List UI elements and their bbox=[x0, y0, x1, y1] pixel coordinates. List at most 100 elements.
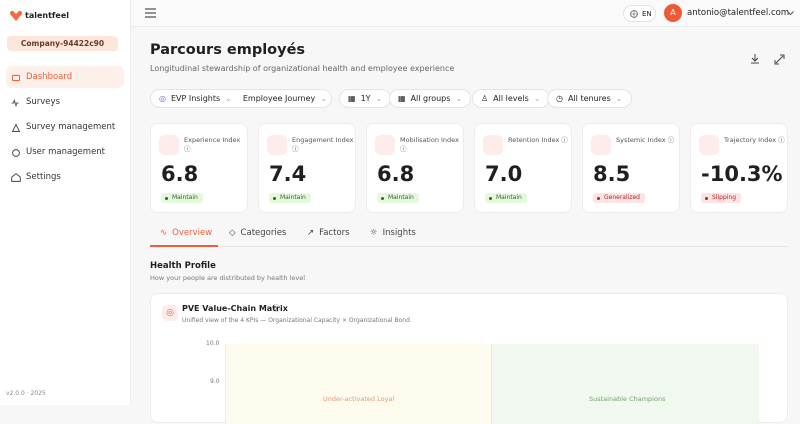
tab-label: Factors bbox=[319, 228, 350, 238]
tab-icon: ↗ bbox=[307, 228, 315, 238]
level-filter[interactable]: ♙ All levels ⌄ bbox=[472, 89, 550, 108]
tab-icon: ☼ bbox=[370, 228, 378, 238]
nav-label: User management bbox=[26, 147, 106, 157]
kpi-status: Maintain bbox=[269, 193, 311, 203]
kpi-value: 6.8 bbox=[377, 162, 415, 186]
info-icon[interactable]: ⓘ bbox=[778, 136, 785, 144]
kpi-label: Systemic Index ⓘ bbox=[616, 136, 675, 144]
nav-label: Surveys bbox=[26, 97, 60, 107]
kpi-value: 8.5 bbox=[593, 162, 631, 186]
tab[interactable]: ◇ Categories bbox=[229, 228, 286, 238]
quadrant-label: Under-activated Loyal bbox=[323, 395, 395, 403]
kpi-card[interactable]: Trajectory Index ⓘ -10.3% Slipping bbox=[690, 123, 788, 213]
kpi-icon bbox=[267, 135, 287, 155]
info-icon[interactable]: ⓘ bbox=[292, 145, 299, 153]
quadrant-left bbox=[225, 344, 492, 424]
user-email[interactable]: antonio@talentfeel.com bbox=[687, 8, 790, 18]
kpi-icon bbox=[699, 135, 719, 155]
section-title: Health Profile bbox=[150, 261, 216, 271]
tab-icon: ∿ bbox=[160, 228, 168, 238]
tenure-filter[interactable]: ◷ All tenures ⌄ bbox=[547, 89, 632, 108]
avatar[interactable]: A bbox=[664, 4, 682, 22]
kpi-label: Engagement Index ⓘ bbox=[292, 136, 354, 153]
kpi-label: Retention Index ⓘ bbox=[508, 136, 568, 144]
kpi-card[interactable]: Mobilisation Index ⓘ 6.8 Maintain bbox=[366, 123, 464, 213]
quadrant-label: Sustainable Champions bbox=[589, 395, 666, 403]
view-selector[interactable]: ◎ EVP Insights ⌄ Employee Journey ⌄ bbox=[150, 89, 332, 108]
kpi-status: Maintain bbox=[161, 193, 203, 203]
nav-icon bbox=[12, 74, 20, 82]
kpi-icon bbox=[591, 135, 611, 155]
nav-item[interactable]: Settings bbox=[6, 166, 124, 188]
tab-label: Insights bbox=[382, 228, 416, 238]
journey: Employee Journey bbox=[242, 94, 316, 103]
kpi-icon bbox=[159, 135, 179, 155]
tab[interactable]: ↗ Factors bbox=[307, 228, 350, 238]
nav-item[interactable]: Dashboard bbox=[6, 66, 124, 88]
matrix-card: ◎ PVE Value-Chain Matrix ⓘ Unified view … bbox=[150, 293, 788, 424]
kpi-label: Mobilisation Index ⓘ bbox=[400, 136, 459, 153]
tab[interactable]: ∿ Overview bbox=[160, 228, 212, 238]
info-icon[interactable]: ⓘ bbox=[561, 136, 568, 144]
version: v2.0.0 · 2025 bbox=[6, 390, 46, 397]
info-icon[interactable]: ⓘ bbox=[400, 145, 407, 153]
kpi-status: Maintain bbox=[485, 193, 527, 203]
nav-label: Survey management bbox=[26, 122, 116, 132]
section-subtitle: How your people are distributed by healt… bbox=[150, 274, 306, 282]
language-switch[interactable]: EN bbox=[623, 5, 656, 22]
nav-item[interactable]: Survey management bbox=[6, 116, 124, 138]
period: 1Y bbox=[360, 94, 371, 103]
company-badge[interactable]: Company-94422c90 bbox=[7, 36, 118, 51]
info-icon[interactable]: ⓘ bbox=[272, 304, 280, 313]
tab-icon: ◇ bbox=[229, 228, 236, 238]
tenures: All tenures bbox=[567, 94, 611, 103]
topbar: EN A antonio@talentfeel.com bbox=[131, 0, 800, 27]
nav-icon bbox=[11, 173, 21, 182]
language: EN bbox=[642, 9, 652, 18]
kpi-value: 7.4 bbox=[269, 162, 307, 186]
page-title: Parcours employés bbox=[150, 42, 306, 58]
quadrant-right bbox=[492, 344, 759, 424]
period-filter[interactable]: ▦ 1Y ⌄ bbox=[339, 89, 392, 108]
kpi-card[interactable]: Systemic Index ⓘ 8.5 Generalized bbox=[582, 123, 680, 213]
globe-icon bbox=[630, 9, 638, 18]
y-label: 10.0 bbox=[206, 340, 220, 347]
kpi-card[interactable]: Engagement Index ⓘ 7.4 Maintain bbox=[258, 123, 356, 213]
kpi-value: -10.3% bbox=[701, 162, 783, 186]
tab[interactable]: ☼ Insights bbox=[370, 228, 416, 238]
chevron bbox=[787, 11, 794, 16]
nav-icon bbox=[11, 98, 19, 108]
matrix-subtitle: Unified view of the 4 KPIs — Organizatio… bbox=[182, 317, 410, 324]
kpi-status: Generalized bbox=[593, 193, 645, 203]
group-filter[interactable]: ▦ All groups ⌄ bbox=[389, 89, 472, 108]
kpi-status: Slipping bbox=[701, 193, 742, 203]
info-icon[interactable]: ⓘ bbox=[667, 136, 675, 144]
tab-divider bbox=[150, 246, 788, 247]
nav-item[interactable]: Surveys bbox=[6, 91, 124, 113]
nav-item[interactable]: User management bbox=[6, 141, 124, 163]
kpi-value: 6.8 bbox=[161, 162, 199, 186]
nav-label: Settings bbox=[26, 172, 61, 182]
matrix-title: PVE Value-Chain Matrix bbox=[182, 304, 288, 313]
kpi-card[interactable]: Experience Index ⓘ 6.8 Maintain bbox=[150, 123, 248, 213]
active-tab-underline bbox=[150, 245, 218, 247]
kpi-value: 7.0 bbox=[485, 162, 523, 186]
kpi-card[interactable]: Retention Index ⓘ 7.0 Maintain bbox=[474, 123, 572, 213]
tab-label: Overview bbox=[172, 228, 213, 238]
menu-icon[interactable] bbox=[145, 8, 156, 18]
kpi-icon bbox=[483, 135, 503, 155]
levels: All levels bbox=[493, 94, 529, 103]
y-label: 9.0 bbox=[210, 378, 220, 385]
nav-icon bbox=[11, 123, 21, 132]
kpi-icon bbox=[375, 135, 395, 155]
nav-label: Dashboard bbox=[26, 72, 73, 82]
kpi-label: Experience Index ⓘ bbox=[184, 136, 241, 153]
header-actions[interactable] bbox=[750, 53, 790, 65]
nav-icon bbox=[12, 149, 20, 157]
page-subtitle: Longitudinal stewardship of organization… bbox=[150, 64, 455, 73]
info-icon[interactable]: ⓘ bbox=[184, 145, 191, 153]
sidebar: talentfeel Company-94422c90 Dashboard Sur… bbox=[0, 0, 131, 405]
matrix-icon: ◎ bbox=[162, 305, 178, 321]
